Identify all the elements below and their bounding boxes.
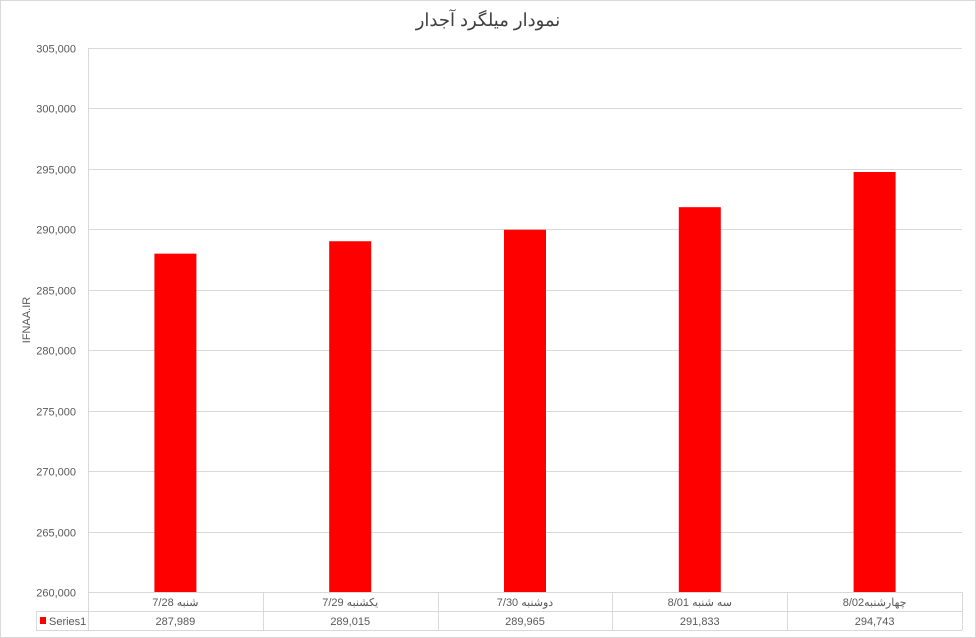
legend-series-name: Series1	[49, 616, 86, 628]
y-axis-label: IFNAA.IR	[21, 297, 33, 344]
data-table-value: 289,015	[330, 616, 370, 628]
data-table-value: 287,989	[156, 616, 196, 628]
x-category-label: شنبه 7/28	[152, 597, 198, 609]
x-category-label: یکشنبه 7/29	[322, 597, 378, 609]
bar	[329, 241, 372, 592]
legend-key	[40, 617, 46, 624]
y-tick-label: 270,000	[36, 467, 76, 479]
y-tick-label: 290,000	[36, 225, 76, 237]
y-tick-label: 285,000	[36, 286, 76, 298]
y-tick-label: 300,000	[36, 104, 76, 116]
bar	[678, 207, 721, 593]
y-tick-label: 275,000	[36, 407, 76, 419]
y-tick-label: 280,000	[36, 346, 76, 358]
x-category-label: سه شنبه 8/01	[668, 597, 732, 609]
bar	[154, 253, 197, 592]
data-table-value: 291,833	[680, 616, 720, 628]
x-category-label: چهارشنبه8/02	[843, 597, 907, 609]
x-category-label: دوشنبه 7/30	[497, 597, 554, 609]
y-tick-label: 260,000	[36, 588, 76, 600]
data-table-value: 289,965	[505, 616, 545, 628]
y-tick-label: 305,000	[36, 44, 76, 56]
data-table-value: 294,743	[855, 616, 895, 628]
y-tick-label: 265,000	[36, 528, 76, 540]
chart-title: نمودار میلگرد آجدار	[415, 9, 561, 31]
bar	[853, 171, 896, 592]
bar	[504, 229, 546, 592]
y-tick-label: 295,000	[36, 165, 76, 177]
